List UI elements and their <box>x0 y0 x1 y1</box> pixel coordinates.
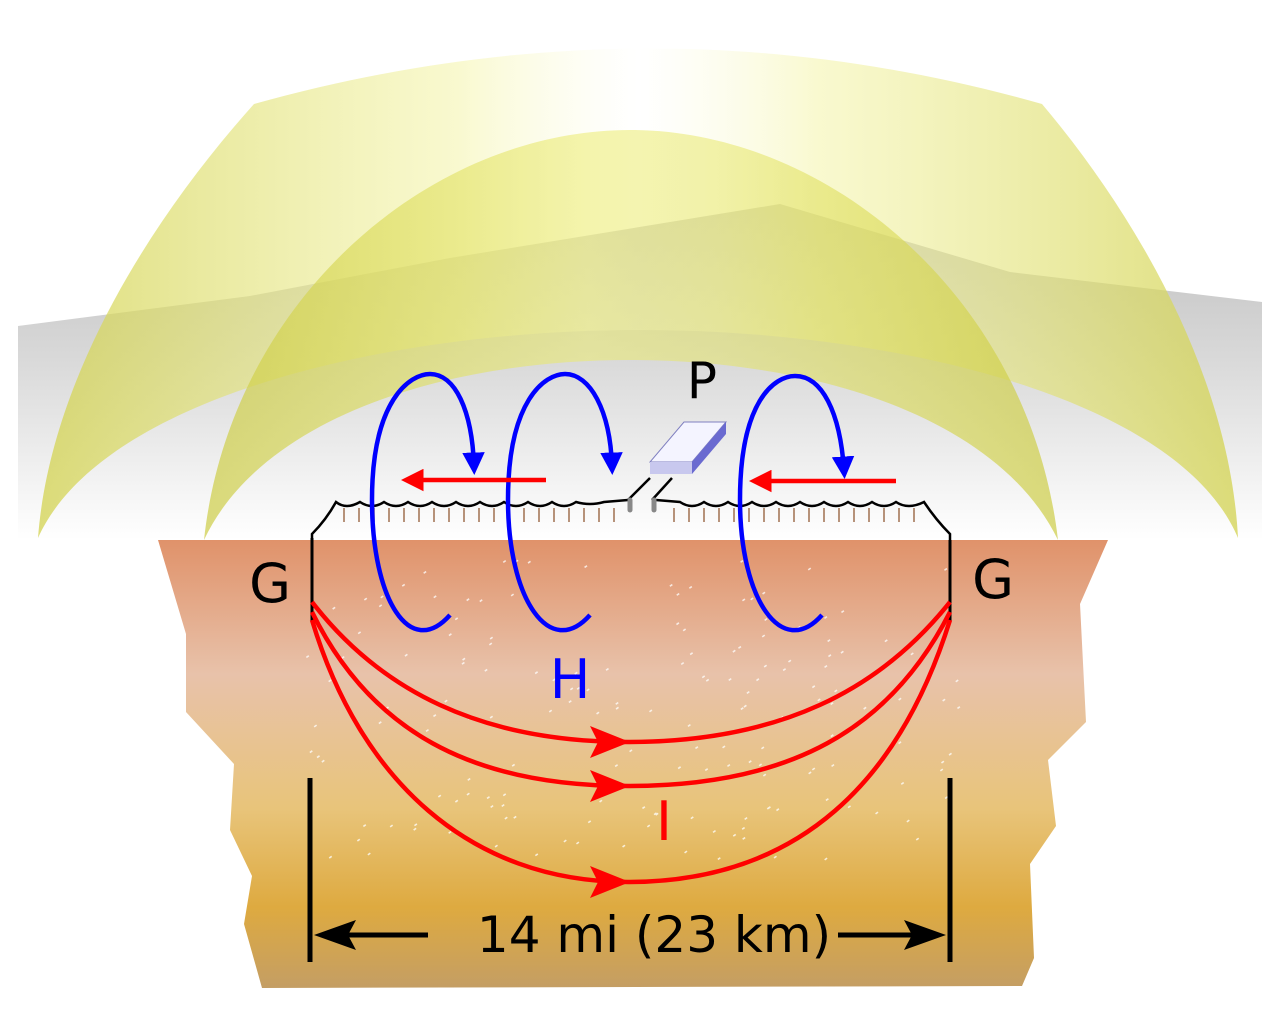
dimension-arrowheads <box>314 920 946 950</box>
ground-label-right: G <box>972 548 1014 611</box>
magnetic-field-label: H <box>550 648 591 711</box>
field-loop-2 <box>505 371 623 633</box>
power-supply-box <box>648 421 728 474</box>
ground-cross-section <box>158 540 1108 988</box>
distance-label: 14 mi (23 km) <box>477 906 831 964</box>
field-loop-1 <box>369 371 485 633</box>
wire-current-arrows <box>401 468 896 493</box>
power-supply-label: P <box>687 352 717 410</box>
ground-current-arrowheads <box>590 726 630 898</box>
current-label: I <box>656 790 672 853</box>
transmission-line <box>310 477 952 540</box>
field-loop-3 <box>737 373 855 633</box>
magnetic-field-loops <box>369 371 855 633</box>
ground-speckles <box>305 559 961 861</box>
insulators <box>627 497 657 513</box>
ground-label-left: G <box>249 552 291 615</box>
ionosphere-inner-dome <box>204 130 1058 540</box>
distance-dimension <box>307 778 953 962</box>
